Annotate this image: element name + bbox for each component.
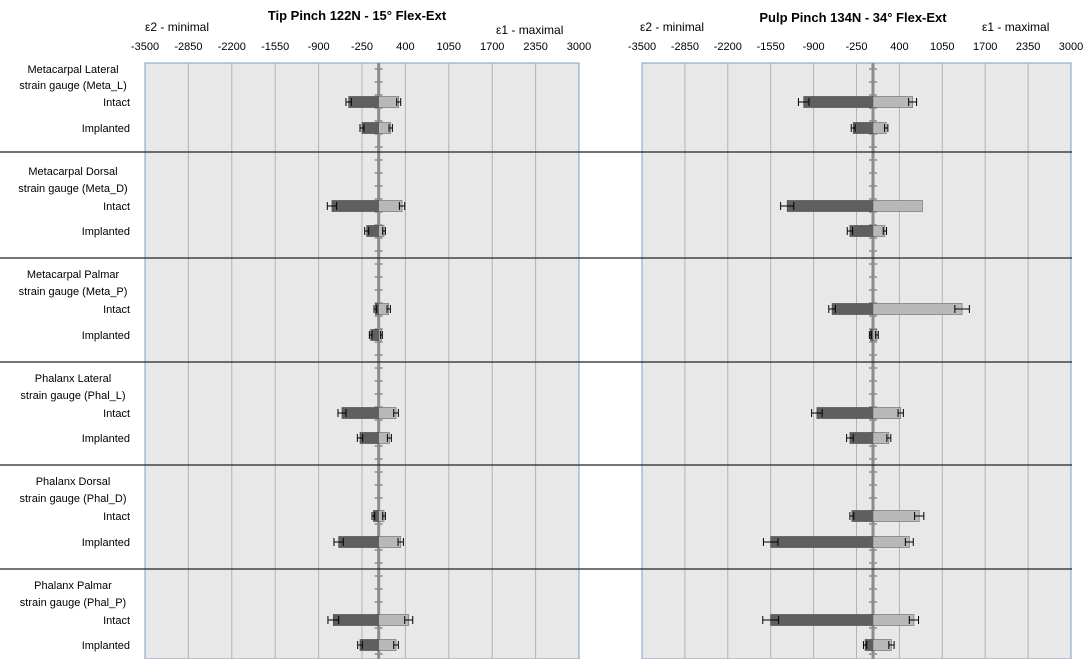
x-tick-label: -1550 — [261, 41, 289, 53]
bar-minimal — [786, 200, 874, 212]
bar-minimal — [348, 96, 379, 108]
bar-maximal — [872, 200, 923, 212]
x-tick-label: 3000 — [1059, 41, 1083, 53]
condition-label: Implanted — [82, 433, 130, 445]
bar-minimal — [361, 122, 379, 134]
x-tick-label: 400 — [890, 41, 908, 53]
x-tick-label: -1550 — [757, 41, 785, 53]
x-tick-label: 1700 — [480, 41, 504, 53]
condition-label: Implanted — [82, 226, 130, 238]
group-label-line2: strain gauge (Phal_L) — [20, 390, 125, 402]
group-label-line1: Metacarpal Palmar — [27, 269, 120, 281]
group-label-line2: strain gauge (Phal_D) — [19, 493, 126, 505]
bar-maximal — [872, 303, 963, 315]
x-tick-label: -3500 — [131, 41, 159, 53]
condition-label: Implanted — [82, 123, 130, 135]
condition-label: Implanted — [82, 330, 130, 342]
condition-label: Implanted — [82, 640, 130, 652]
x-tick-label: -2200 — [714, 41, 742, 53]
bar-maximal — [378, 96, 400, 108]
condition-label: Intact — [103, 97, 130, 109]
bar-minimal — [770, 536, 874, 548]
x-tick-label: -900 — [803, 41, 825, 53]
group-label-line2: strain gauge (Phal_P) — [20, 597, 126, 609]
x-tick-label: 3000 — [567, 41, 591, 53]
group-label-line1: Phalanx Dorsal — [36, 476, 111, 488]
bar-maximal — [872, 510, 920, 522]
x-tick-label: -250 — [351, 41, 373, 53]
x-tick-label: -2850 — [671, 41, 699, 53]
bar-maximal — [378, 614, 410, 626]
bar-minimal — [770, 614, 874, 626]
group-label-line1: Phalanx Lateral — [35, 373, 111, 385]
bar-maximal — [872, 407, 902, 419]
bar-minimal — [338, 536, 379, 548]
x-tick-label: 2350 — [1016, 41, 1040, 53]
bar-minimal — [331, 200, 379, 212]
group-label-line1: Phalanx Palmar — [34, 580, 112, 592]
bar-minimal — [849, 225, 874, 237]
x-tick-label: 1050 — [930, 41, 954, 53]
bar-minimal — [332, 614, 379, 626]
condition-label: Intact — [103, 304, 130, 316]
condition-label: Intact — [103, 201, 130, 213]
bar-minimal — [852, 122, 874, 134]
row-labels: Metacarpal Lateral strain gauge (Meta_L)… — [18, 64, 130, 652]
plot-layer: -3500 -2850 -2200 -1550 -900 -250 400 1050 1700 2… — [0, 41, 1083, 659]
x-tick-label: -2850 — [174, 41, 202, 53]
x-tick-label: -250 — [845, 41, 867, 53]
group-label-line1: Metacarpal Dorsal — [28, 166, 117, 178]
x-tick-label: 400 — [396, 41, 414, 53]
condition-label: Intact — [103, 615, 130, 627]
bar-maximal — [378, 536, 402, 548]
x-tick-label: 1700 — [973, 41, 997, 53]
x-tick-label: -900 — [308, 41, 330, 53]
bar-maximal — [378, 200, 403, 212]
axis-header-left-pulp: ε2 - minimal — [640, 20, 704, 34]
chart-title-tip: Tip Pinch 122N - 15° Flex-Ext — [268, 8, 447, 23]
bar-minimal — [851, 510, 874, 522]
bar-maximal — [872, 536, 910, 548]
bar-minimal — [803, 96, 874, 108]
bar-minimal — [831, 303, 874, 315]
chart-title-pulp: Pulp Pinch 134N - 34° Flex-Ext — [759, 10, 947, 25]
bar-maximal — [872, 96, 913, 108]
group-label-line2: strain gauge (Meta_L) — [19, 80, 127, 92]
x-tick-label: 1050 — [437, 41, 461, 53]
condition-label: Intact — [103, 511, 130, 523]
x-tick-label: -3500 — [628, 41, 656, 53]
axis-header-right-tip: ε1 - maximal — [496, 23, 563, 37]
group-label-line2: strain gauge (Meta_P) — [19, 286, 128, 298]
axis-header-left-tip: ε2 - minimal — [145, 20, 209, 34]
bar-minimal — [816, 407, 874, 419]
x-tick-label: 2350 — [523, 41, 547, 53]
group-label-line1: Metacarpal Lateral — [27, 64, 118, 76]
group-label-line2: strain gauge (Meta_D) — [18, 183, 127, 195]
condition-label: Implanted — [82, 537, 130, 549]
x-tick-label: -2200 — [218, 41, 246, 53]
axis-header-right-pulp: ε1 - maximal — [982, 20, 1049, 34]
bar-minimal — [341, 407, 379, 419]
bar-maximal — [872, 614, 915, 626]
condition-label: Intact — [103, 408, 130, 420]
